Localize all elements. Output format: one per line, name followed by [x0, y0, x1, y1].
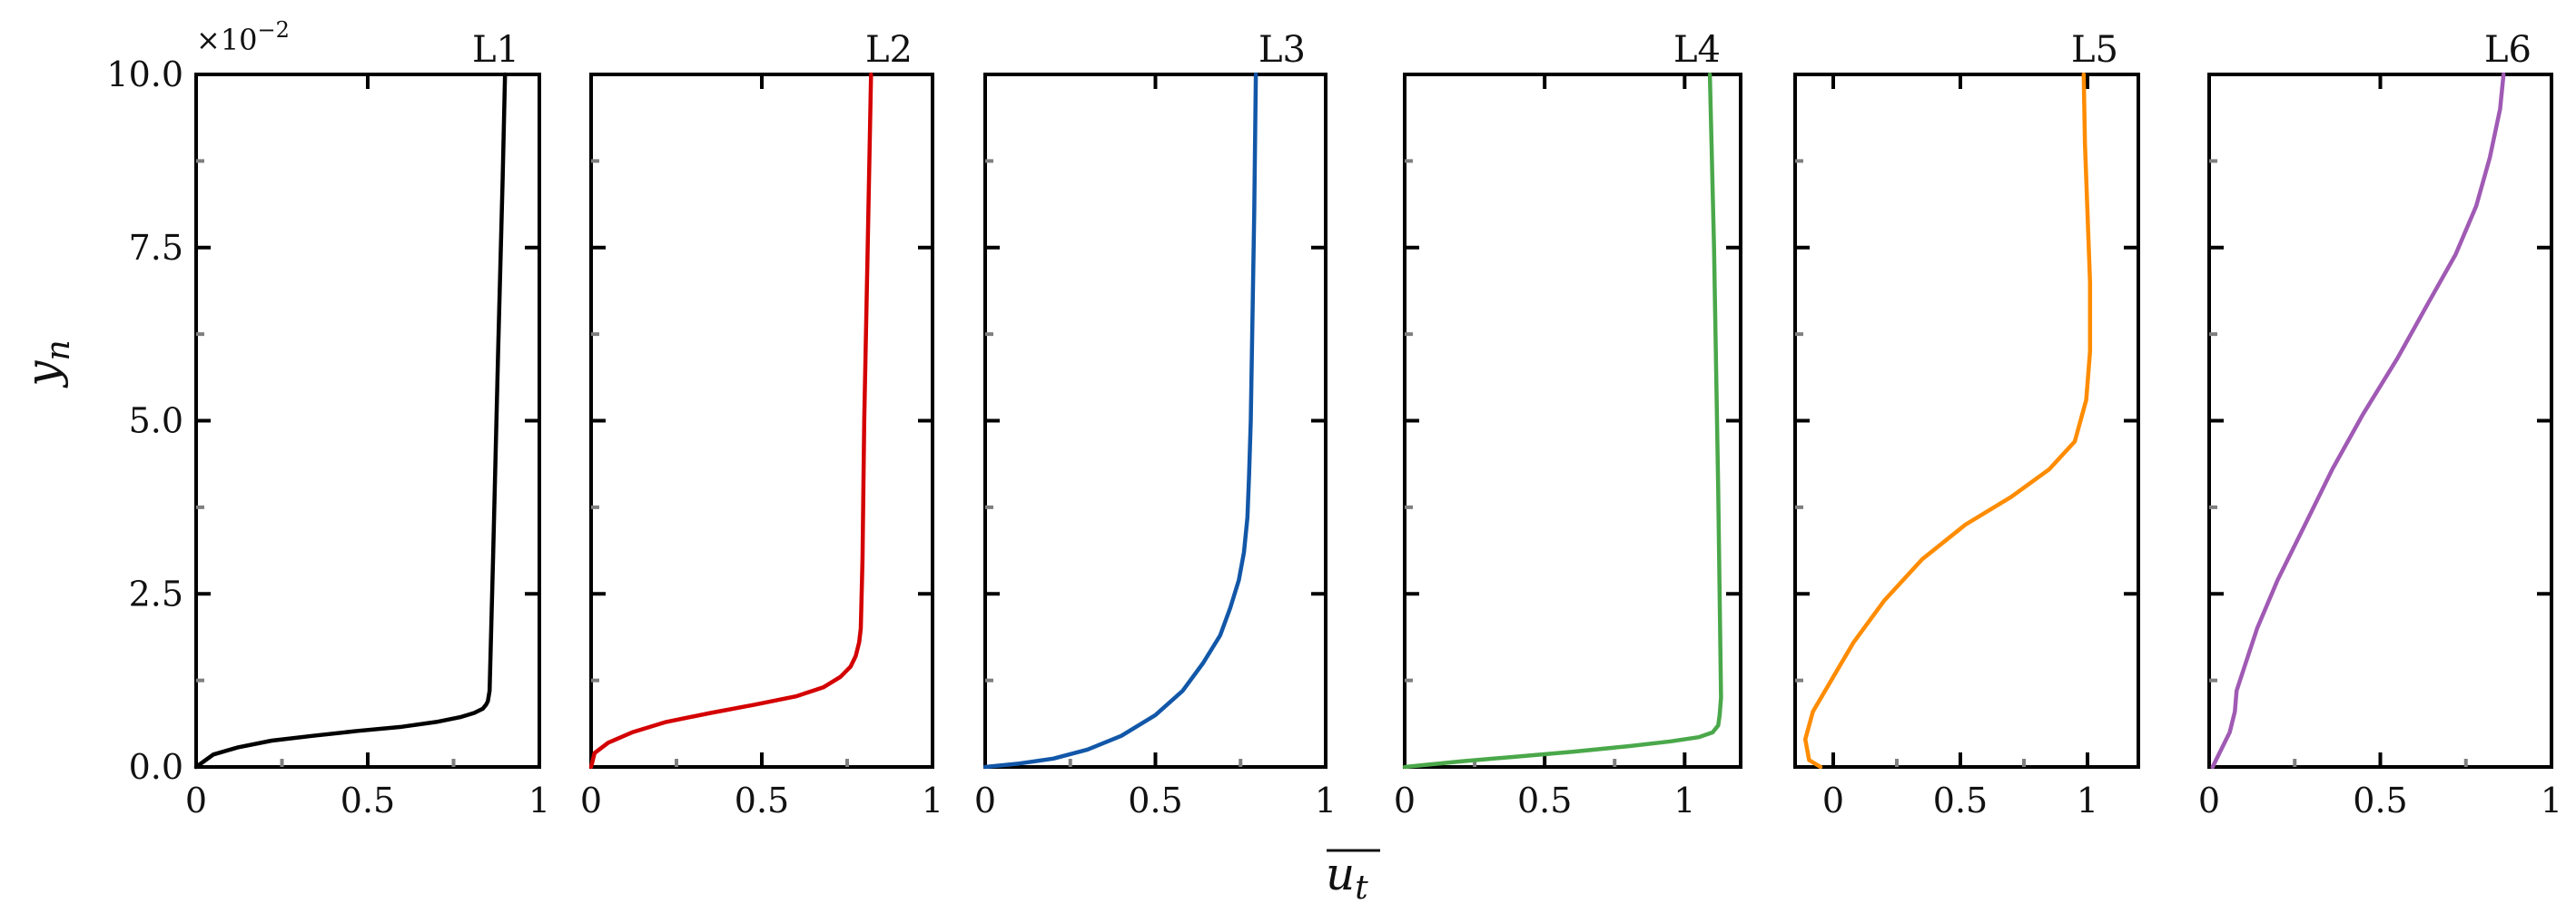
series-line — [1402, 72, 1723, 770]
y-tick-label: 5.0 — [129, 401, 183, 441]
x-axis-label-base: u — [1326, 848, 1355, 900]
y-axis-label-sub: n — [40, 339, 77, 360]
y-axis-label-base: y — [16, 360, 69, 388]
x-tick-label: 0.5 — [1517, 781, 1572, 821]
plot-frame — [1403, 73, 1742, 769]
y-tick-label: 10.0 — [106, 54, 183, 94]
x-tick-label: 1 — [1673, 781, 1695, 821]
x-axis-label: ut — [1326, 848, 1368, 907]
x-axis-label-sub: t — [1355, 870, 1368, 907]
x-tick-label: 1 — [2541, 781, 2562, 821]
x-tick-label: 0 — [580, 781, 602, 821]
plot-frame — [589, 73, 934, 769]
panel-title: L5 — [2071, 29, 2118, 71]
x-tick-label: 1 — [922, 781, 943, 821]
subplot-5: 0 0.5 1 L5 — [1793, 29, 2140, 821]
x-tick-label: 0 — [1822, 781, 1844, 821]
y-tick-label: 7.5 — [129, 228, 183, 268]
y-tick-label: 2.5 — [129, 574, 183, 614]
subplot-4: 0 0.5 1 L4 — [1394, 29, 1742, 821]
x-tick-label: 0 — [974, 781, 996, 821]
series-line — [2210, 72, 2506, 770]
subplot-6: 0 0.5 1 L6 — [2198, 29, 2562, 821]
series-line — [588, 72, 873, 770]
panel-title: L2 — [865, 29, 913, 71]
y-axis-label: yn — [16, 339, 77, 388]
subplot-1: 0.0 2.5 5.0 7.5 10.0 0 0.5 1 L1 — [106, 29, 550, 821]
x-tick-label: 0.5 — [1933, 781, 1988, 821]
y-exponent-power: −2 — [258, 17, 290, 43]
y-tick-label: 0.0 — [129, 747, 183, 787]
series-line — [982, 72, 1258, 770]
x-tick-label: 0 — [1394, 781, 1416, 821]
x-tick-label: 0.5 — [2353, 781, 2407, 821]
x-tick-label: 0 — [185, 781, 207, 821]
panel-title: L1 — [472, 29, 519, 71]
plot-frame — [2207, 73, 2553, 769]
y-exponent-label: ×10−2 — [196, 17, 290, 57]
x-tick-label: 0.5 — [735, 781, 789, 821]
x-tick-label: 1 — [528, 781, 550, 821]
panel-title: L4 — [1673, 29, 1721, 71]
plot-frame — [983, 73, 1327, 769]
x-tick-label: 0.5 — [1128, 781, 1182, 821]
x-tick-label: 1 — [1315, 781, 1337, 821]
plot-frame — [194, 73, 541, 769]
panel-title: L6 — [2484, 29, 2532, 71]
x-tick-label: 0.5 — [341, 781, 395, 821]
subplot-2: 0 0.5 1 L2 — [580, 29, 943, 821]
series-line — [1802, 72, 2093, 770]
panel-title: L3 — [1258, 29, 1306, 71]
subplot-3: 0 0.5 1 L3 — [974, 29, 1337, 821]
series-line — [193, 72, 508, 770]
x-tick-label: 1 — [2077, 781, 2098, 821]
x-tick-label: 0 — [2198, 781, 2220, 821]
